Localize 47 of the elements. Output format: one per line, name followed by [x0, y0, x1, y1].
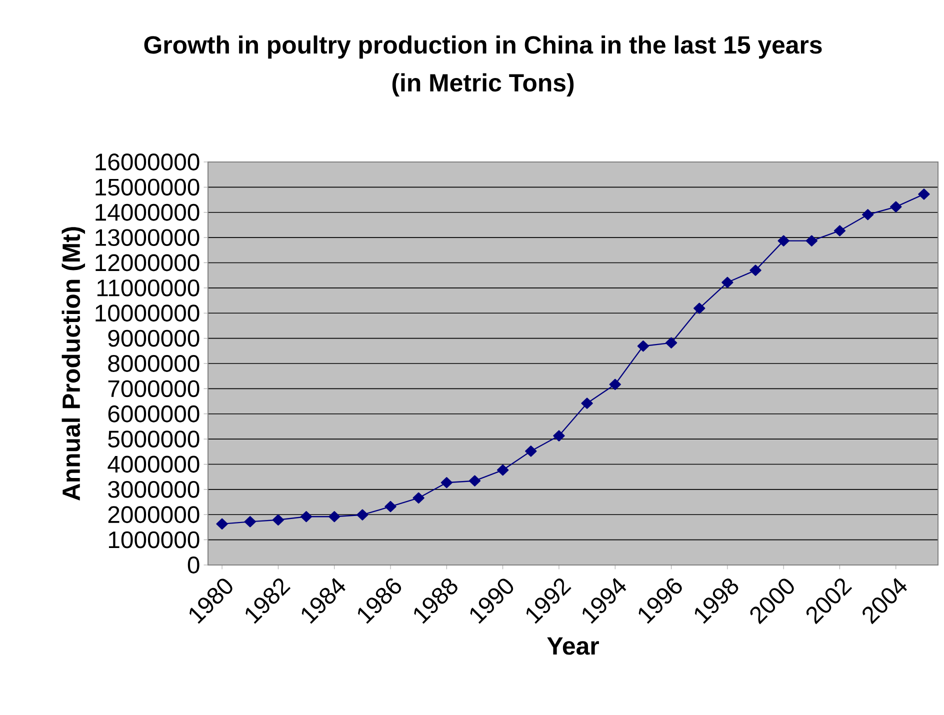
point	[694, 302, 706, 314]
point	[384, 500, 396, 512]
y-tick-label: 11000000	[97, 279, 200, 296]
point	[272, 514, 284, 526]
point	[834, 225, 846, 236]
point	[553, 430, 565, 442]
point	[637, 340, 650, 352]
y-tick-label: 3000000	[108, 480, 200, 498]
y-tick-label: 10000000	[96, 304, 200, 322]
point	[722, 276, 734, 288]
y-tick-label: 13000000	[96, 229, 200, 246]
y-tick-label: 16000000	[96, 154, 200, 170]
point	[778, 235, 790, 246]
y-tick-label: 6000000	[108, 405, 200, 422]
point	[300, 511, 312, 522]
point	[525, 446, 537, 457]
y-tick-label: 15000000	[96, 178, 200, 196]
point	[412, 492, 424, 504]
x-axis-title: Year	[547, 637, 599, 655]
y-tick-label: 7000000	[108, 380, 200, 398]
chart-title: Growth in poultry production in China in the last 15 years	[144, 35, 822, 59]
point	[244, 516, 256, 528]
point	[216, 518, 228, 530]
y-tick-label: 5000000	[108, 430, 200, 448]
y-tick-label: 9000000	[108, 330, 200, 347]
point	[665, 337, 678, 348]
y-tick-label: 4000000	[108, 456, 200, 473]
point	[581, 398, 593, 409]
y-tick-label: 14000000	[96, 204, 200, 221]
y-tick-label: 0	[188, 556, 200, 574]
y-tick-label: 12000000	[96, 254, 200, 272]
point	[862, 209, 874, 220]
point	[468, 475, 481, 486]
y-tick-label: 1000000	[108, 531, 200, 548]
point	[918, 188, 930, 200]
chart-subtitle: (in Metric Tons)	[392, 73, 574, 97]
point	[750, 264, 762, 276]
point	[496, 464, 509, 476]
point	[806, 235, 818, 246]
y-tick-label: 2000000	[108, 506, 200, 524]
point	[890, 201, 902, 212]
y-axis-title: Annual Production (Mt)	[62, 227, 86, 501]
point	[328, 511, 340, 522]
point	[356, 509, 368, 520]
y-tick-label: 8000000	[108, 355, 200, 372]
point	[440, 477, 453, 488]
point	[609, 378, 621, 390]
